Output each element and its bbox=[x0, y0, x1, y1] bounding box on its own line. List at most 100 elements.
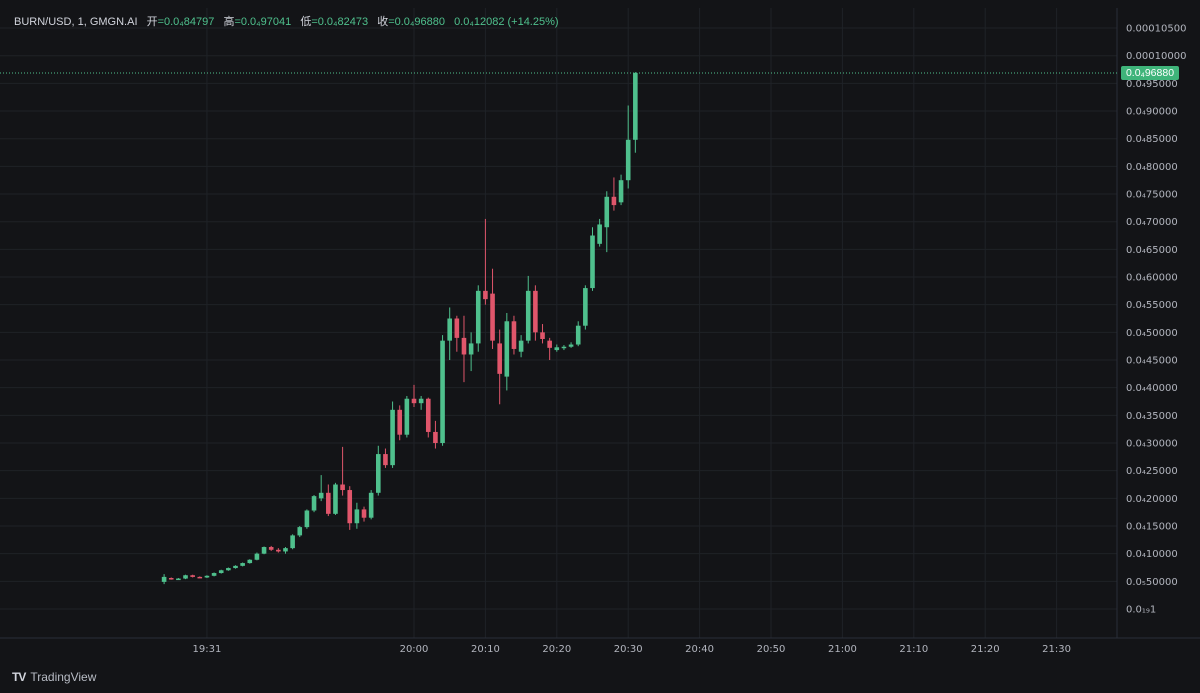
tradingview-branding[interactable]: TV TradingView bbox=[12, 670, 96, 684]
candle bbox=[268, 545, 274, 551]
time-tick-label: 21:30 bbox=[1042, 644, 1071, 655]
candle bbox=[583, 285, 588, 330]
candle-body bbox=[354, 509, 360, 524]
price-tick-label: 0.0₄95000 bbox=[1126, 79, 1178, 90]
ohlc-legend: BURN/USD, 1, GMGN.AI 开=0.0₄84797 高=0.0₄9… bbox=[14, 16, 559, 28]
legend-change: 0.0₄12082 (+14.25%) bbox=[454, 16, 559, 28]
candle-body bbox=[511, 321, 517, 349]
price-tick-label: 0.0₄20000 bbox=[1126, 494, 1178, 505]
candle-body bbox=[226, 568, 231, 571]
last-price-tag: 0.0₄96880 bbox=[1121, 66, 1179, 80]
candle-body bbox=[447, 318, 452, 341]
candle bbox=[433, 420, 438, 449]
candle bbox=[604, 191, 610, 253]
candle-body bbox=[454, 318, 460, 338]
candle-body bbox=[468, 343, 474, 355]
candle bbox=[440, 335, 445, 446]
price-tick-label: 0.0₄60000 bbox=[1126, 273, 1178, 284]
candle bbox=[368, 490, 374, 520]
price-tick-label: 0.0₄25000 bbox=[1126, 466, 1178, 477]
price-tick-label: 0.0₄65000 bbox=[1126, 245, 1178, 256]
legend-source: GMGN.AI bbox=[89, 16, 138, 28]
time-tick-label: 20:20 bbox=[542, 644, 571, 655]
candle bbox=[161, 574, 167, 585]
candle-body bbox=[297, 527, 303, 536]
candle bbox=[168, 577, 174, 580]
candle bbox=[568, 342, 574, 348]
price-axis[interactable]: 0.00010500 0.00010000 0.0₄95000 0.0₄90000 0.… bbox=[1126, 24, 1186, 616]
candle-body bbox=[261, 547, 267, 554]
candle bbox=[554, 344, 560, 352]
candle bbox=[318, 475, 324, 502]
candle bbox=[240, 562, 245, 567]
candle bbox=[197, 576, 203, 579]
candle bbox=[597, 218, 602, 247]
candle-body bbox=[604, 196, 610, 228]
candle bbox=[204, 575, 210, 579]
candle bbox=[383, 448, 388, 468]
price-tick-label: 0.0₅50000 bbox=[1126, 577, 1178, 588]
candle-body bbox=[211, 573, 217, 576]
time-axis[interactable]: 19:31 20:00 20:10 20:20 20:30 20:40 20:50 21:00… bbox=[193, 644, 1071, 655]
candle-body bbox=[583, 288, 588, 326]
candle-body bbox=[561, 346, 567, 349]
candle-body bbox=[590, 235, 595, 289]
candle bbox=[490, 268, 495, 349]
candle bbox=[176, 578, 181, 581]
candle-body bbox=[311, 496, 317, 511]
legend-close-value: 0.0₄96880 bbox=[394, 16, 445, 28]
candle-body bbox=[504, 321, 510, 377]
candle bbox=[297, 526, 303, 538]
candle bbox=[226, 567, 231, 571]
candle-body bbox=[290, 535, 295, 549]
candle-body bbox=[304, 510, 310, 528]
candle bbox=[611, 177, 617, 211]
price-tick-label: 0.0₄15000 bbox=[1126, 522, 1178, 533]
legend-high-value: 0.0₄97041 bbox=[240, 16, 292, 28]
candle-body bbox=[597, 224, 602, 244]
candle-body bbox=[490, 293, 495, 341]
candle bbox=[483, 218, 488, 305]
time-tick-label: 19:31 bbox=[193, 644, 222, 655]
candle bbox=[575, 321, 581, 347]
candle-body bbox=[176, 578, 181, 581]
candle-body bbox=[326, 492, 331, 514]
candle-body bbox=[318, 492, 324, 499]
legend-low-label: 低 bbox=[300, 16, 312, 28]
candle bbox=[525, 275, 531, 344]
candle bbox=[354, 502, 360, 529]
candle-body bbox=[440, 340, 445, 444]
candle bbox=[397, 405, 403, 441]
candle bbox=[468, 332, 474, 372]
legend-open-label: 开 bbox=[146, 16, 158, 28]
candle-body bbox=[411, 398, 417, 404]
candle bbox=[254, 552, 260, 561]
candle-body bbox=[418, 398, 424, 404]
candle bbox=[547, 337, 552, 361]
price-tick-label: 0.0₄70000 bbox=[1126, 217, 1178, 228]
time-tick-label: 21:00 bbox=[828, 644, 857, 655]
candle bbox=[497, 329, 502, 405]
candle-body bbox=[333, 484, 338, 514]
candle bbox=[183, 574, 188, 580]
candle bbox=[625, 105, 631, 189]
price-tick-label: 0.0₄10000 bbox=[1126, 549, 1178, 560]
candle bbox=[454, 315, 460, 352]
candle-body bbox=[433, 431, 438, 444]
candle bbox=[361, 506, 367, 522]
legend-symbol[interactable]: BURN/USD bbox=[14, 16, 72, 28]
candle bbox=[425, 397, 431, 438]
grid bbox=[0, 8, 1117, 638]
candle-body bbox=[361, 509, 367, 518]
price-tick-label: 0.0₄90000 bbox=[1126, 107, 1178, 118]
candle bbox=[461, 315, 467, 383]
candle bbox=[283, 547, 288, 554]
candle-body bbox=[540, 332, 545, 339]
price-tick-label: 0.0₄30000 bbox=[1126, 439, 1178, 450]
candle-body bbox=[483, 290, 488, 300]
candle bbox=[618, 174, 624, 206]
legend-close-label: 收 bbox=[377, 16, 389, 28]
candle bbox=[211, 572, 217, 577]
legend-low-value: 0.0₄82473 bbox=[317, 16, 369, 28]
